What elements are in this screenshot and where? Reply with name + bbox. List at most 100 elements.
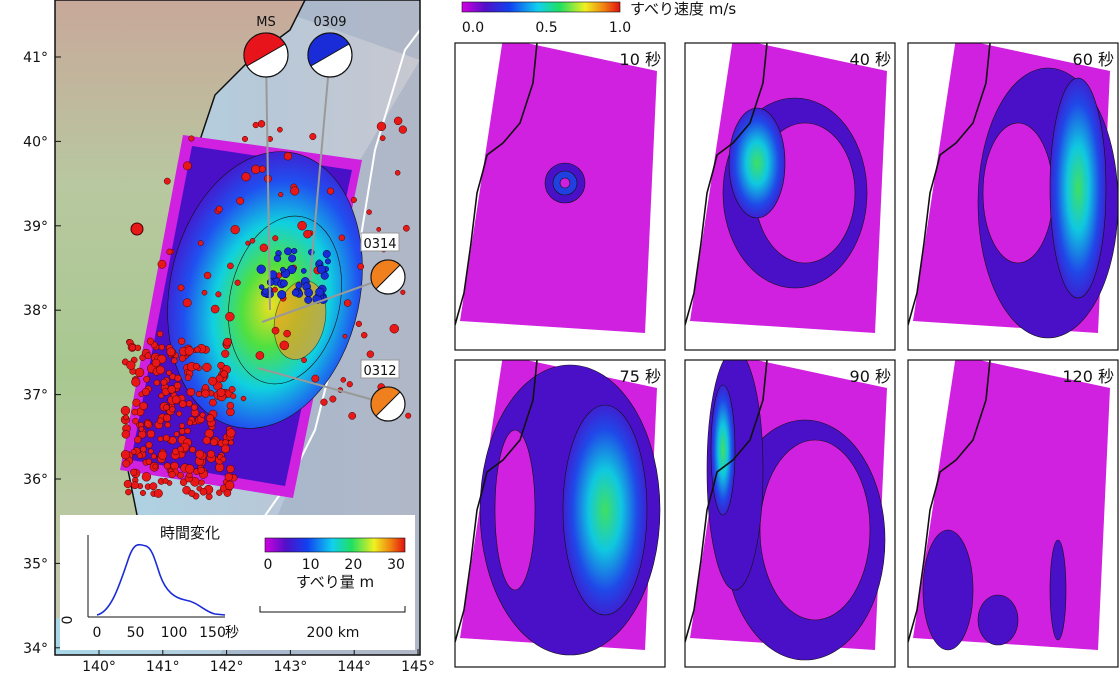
aftershock	[121, 406, 130, 415]
aftershock	[140, 490, 146, 496]
aftershock	[140, 402, 148, 410]
aftershock	[401, 290, 406, 295]
panel-content	[908, 355, 1118, 667]
aftershock	[226, 429, 235, 438]
aftershock	[242, 173, 251, 182]
aftershock	[227, 465, 235, 473]
aftershock	[187, 388, 195, 396]
rate-colorbar-tick-label: 0.5	[535, 20, 557, 36]
aftershock	[278, 192, 283, 197]
aftershock	[135, 368, 144, 377]
aftershock	[231, 225, 240, 234]
aftershock	[158, 260, 166, 268]
aftershock	[290, 187, 299, 196]
aftershock	[151, 454, 156, 459]
aftershock	[361, 332, 367, 338]
rate-contour	[1050, 78, 1106, 298]
aftershock	[131, 223, 143, 235]
page: { "map": { "lat_ticks": [ {"value": 41, …	[0, 0, 1120, 677]
aftershock	[154, 380, 160, 386]
aftershock	[183, 299, 191, 307]
inset-x-tick-label: 50	[127, 625, 145, 641]
aftershock	[124, 480, 132, 488]
inset-title: 時間変化	[160, 524, 220, 542]
aftershock	[216, 292, 222, 298]
aftershock	[125, 489, 131, 495]
aftershock	[241, 396, 246, 401]
foreshock	[305, 296, 312, 303]
panel-content	[455, 38, 665, 350]
aftershock	[167, 249, 173, 255]
aftershock	[251, 165, 260, 174]
aftershock	[157, 331, 163, 337]
mechanism-label: 0314	[363, 237, 396, 252]
aftershock	[327, 188, 334, 195]
aftershock	[208, 377, 216, 385]
aftershock	[179, 428, 185, 434]
aftershock	[156, 366, 164, 374]
aftershock	[150, 483, 157, 490]
aftershock	[206, 414, 214, 422]
aftershock	[123, 415, 128, 420]
aftershock	[221, 370, 228, 377]
snapshot-panel: 120 秒	[908, 355, 1118, 667]
snapshot-panel: 90 秒	[685, 350, 895, 667]
aftershock	[142, 388, 149, 395]
aftershock	[235, 280, 241, 286]
lat-tick-label: 35°	[23, 556, 48, 572]
aftershock	[217, 389, 225, 397]
aftershock	[122, 430, 130, 438]
panel-content	[685, 350, 895, 667]
aftershock	[272, 327, 279, 334]
aftershock	[227, 263, 233, 269]
foreshock	[267, 279, 274, 286]
aftershock	[367, 210, 372, 215]
aftershock	[301, 357, 306, 362]
snapshot-panel: 75 秒	[455, 355, 665, 667]
aftershock	[159, 344, 165, 350]
aftershock	[183, 162, 191, 170]
aftershock	[231, 394, 236, 399]
inset-x-tick-label: 150	[199, 625, 226, 641]
aftershock	[198, 467, 205, 474]
aftershock	[163, 435, 169, 441]
aftershock	[260, 244, 268, 252]
aftershock	[221, 457, 226, 462]
aftershock	[390, 324, 399, 333]
aftershock	[256, 351, 264, 359]
aftershock	[189, 136, 195, 142]
aftershock	[277, 127, 282, 132]
snapshot-time: 60 秒	[1073, 50, 1114, 69]
aftershock	[225, 481, 234, 490]
aftershock	[179, 355, 185, 361]
aftershock	[284, 330, 291, 337]
foreshock	[259, 285, 264, 290]
aftershock	[196, 450, 204, 458]
aftershock	[159, 393, 164, 398]
rate-contour	[978, 595, 1018, 645]
aftershock	[146, 459, 152, 465]
aftershock	[367, 351, 374, 358]
aftershock	[139, 426, 144, 431]
snapshot-panel: 60 秒	[908, 38, 1118, 350]
aftershock	[152, 359, 160, 367]
aftershock	[195, 347, 201, 353]
inset-x-tick-label: 100	[161, 625, 188, 641]
aftershock	[130, 469, 137, 476]
aftershock	[280, 341, 289, 350]
aftershock	[225, 473, 233, 481]
aftershock	[145, 353, 151, 359]
mechanism-label: MS	[256, 15, 275, 30]
aftershock	[221, 445, 229, 453]
foreshock	[315, 288, 323, 296]
aftershock	[163, 414, 170, 421]
aftershock	[179, 423, 184, 428]
aftershock	[399, 126, 407, 134]
aftershock	[207, 450, 214, 457]
aftershock	[123, 460, 130, 467]
aftershock	[133, 399, 141, 407]
rate-contour	[729, 108, 785, 218]
aftershock	[164, 463, 170, 469]
aftershock	[321, 399, 328, 406]
slip-colorbar-tick-label: 30	[387, 557, 405, 573]
